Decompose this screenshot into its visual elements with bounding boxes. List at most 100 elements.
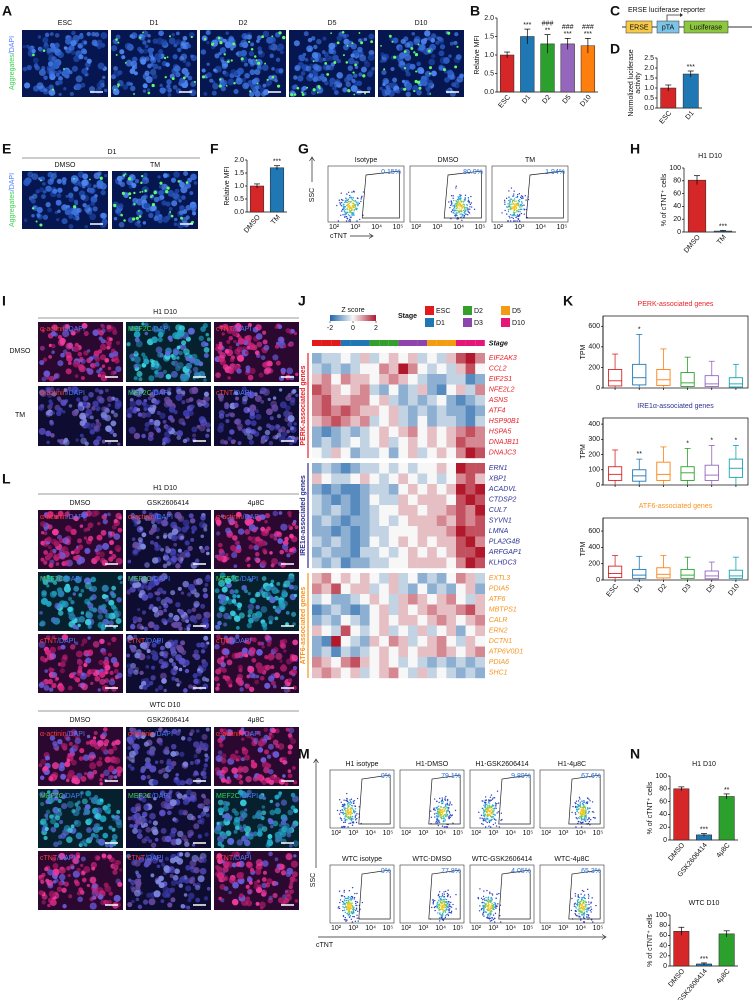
- event: [591, 897, 593, 899]
- cell: [199, 521, 206, 528]
- cell: [438, 37, 444, 42]
- cell: [68, 613, 76, 621]
- aggregate: [122, 174, 126, 177]
- cell: [91, 607, 98, 613]
- event: [349, 812, 351, 814]
- cell: [267, 615, 274, 622]
- cell: [360, 66, 367, 73]
- cell: [47, 207, 53, 213]
- label-stain: /DAPI: [145, 638, 163, 645]
- cell: [219, 572, 226, 579]
- cell: [151, 654, 159, 661]
- event: [339, 202, 341, 204]
- cell: [273, 536, 278, 541]
- event: [344, 816, 346, 818]
- cell: [241, 647, 248, 654]
- cell: [31, 214, 35, 218]
- cell: [56, 554, 60, 558]
- cell: [133, 356, 141, 364]
- event: [351, 905, 354, 908]
- cell: [86, 204, 91, 209]
- cell: [188, 513, 194, 519]
- cell: [58, 92, 62, 96]
- cell: [51, 635, 56, 639]
- cell: [363, 59, 368, 64]
- cell: [456, 75, 464, 83]
- cell: [182, 438, 188, 444]
- cell: [219, 606, 225, 613]
- event: [455, 908, 457, 910]
- cell: [167, 387, 172, 392]
- event: [574, 912, 576, 915]
- cell: [435, 40, 440, 45]
- cell: [241, 428, 247, 433]
- event: [514, 220, 516, 222]
- cell: [162, 590, 167, 595]
- cell: [170, 370, 178, 378]
- event: [492, 810, 495, 813]
- cell: [206, 62, 210, 66]
- cell: [292, 519, 297, 524]
- cell: [261, 576, 267, 582]
- cell: [159, 87, 166, 94]
- label-marker: Aggregates: [9, 54, 16, 90]
- cell: [276, 414, 282, 419]
- cell: [156, 410, 161, 416]
- cell: [286, 367, 294, 375]
- x-tick-label: 10⁵: [593, 925, 604, 932]
- cell: [203, 378, 207, 382]
- cell: [358, 72, 363, 77]
- cell: [107, 748, 114, 755]
- cell: [218, 396, 224, 402]
- cell: [114, 358, 120, 364]
- event: [337, 907, 340, 909]
- cell: [182, 35, 188, 41]
- event: [512, 195, 514, 197]
- event: [579, 916, 581, 918]
- event: [353, 800, 356, 802]
- event: [345, 920, 347, 922]
- micrograph: [126, 510, 211, 569]
- gate: [358, 869, 391, 920]
- cell: [72, 34, 80, 43]
- cell: [107, 641, 111, 646]
- event: [350, 801, 352, 804]
- event: [460, 205, 463, 207]
- cell: [36, 213, 41, 218]
- label-stain: /DAPI: [67, 731, 85, 738]
- cell: [276, 581, 281, 586]
- event: [448, 903, 451, 906]
- event: [488, 805, 490, 808]
- cell: [236, 594, 241, 599]
- cell: [181, 340, 187, 346]
- gate-percent: 67.6%: [581, 773, 601, 780]
- cell: [142, 685, 148, 690]
- x-tick-label: 10⁵: [523, 830, 534, 837]
- event: [441, 901, 443, 903]
- cell: [87, 415, 91, 419]
- cell: [268, 440, 274, 446]
- cell: [46, 440, 50, 445]
- cell: [130, 647, 137, 653]
- aggregate: [271, 35, 274, 38]
- cell: [146, 683, 150, 688]
- cell: [67, 769, 75, 777]
- aggregate: [358, 32, 361, 34]
- construct-label: ERSE: [629, 24, 648, 31]
- cell: [79, 433, 84, 438]
- event: [455, 200, 457, 202]
- plot-title: H1-DMSO: [416, 761, 449, 768]
- event: [486, 803, 488, 806]
- micrograph: [214, 386, 299, 446]
- cell: [173, 639, 179, 644]
- event: [516, 196, 519, 199]
- event: [487, 909, 489, 912]
- event: [448, 815, 451, 817]
- panel-label: H: [630, 141, 640, 157]
- cell: [363, 37, 368, 42]
- event: [508, 199, 510, 202]
- cell: [53, 743, 60, 751]
- event: [586, 904, 588, 906]
- cell: [427, 36, 432, 41]
- aggregate: [139, 191, 142, 193]
